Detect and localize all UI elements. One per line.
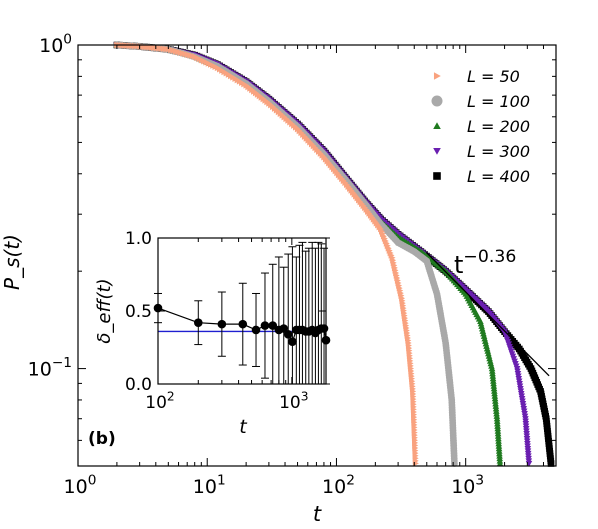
- x-tick-label: 100: [64, 472, 97, 498]
- data-point: [496, 460, 504, 467]
- main-axes: 100 101 102 103 10−1 100: [28, 31, 557, 498]
- x-tick-label: 103: [451, 472, 484, 498]
- inset-x-tick-label: 103: [279, 389, 308, 413]
- inset-data-point: [238, 319, 248, 329]
- y-axis-label: P_s(t): [0, 234, 24, 290]
- inset-data-point: [279, 324, 289, 333]
- main-plot-frame: [77, 44, 557, 467]
- legend-marker: [433, 72, 441, 80]
- x-tick-label: 102: [322, 472, 355, 498]
- x-tick-label: 101: [193, 472, 226, 498]
- reference-line-label: t−0.36: [454, 247, 516, 279]
- inset-data-point: [217, 319, 227, 329]
- inset-data-point: [319, 324, 329, 333]
- reference-power-law: t−0.36: [425, 247, 550, 377]
- inset-y-tick-label: 0.0: [125, 375, 152, 395]
- reference-line: [425, 251, 550, 377]
- inset-data-point: [283, 330, 293, 339]
- inset-background: [158, 238, 326, 384]
- inset-x-tick-label: 102: [145, 389, 174, 413]
- series-l=50: [114, 41, 419, 467]
- inset-plot: 102 103 0.0 0.5 1.0 t δ_eff(t): [94, 229, 331, 438]
- legend-label: L = 100: [467, 92, 530, 111]
- legend-label: L = 300: [467, 142, 530, 161]
- legend-marker: [433, 147, 441, 155]
- legend-marker: [433, 122, 441, 130]
- legend-marker: [433, 172, 441, 180]
- inset-data-point: [193, 318, 203, 327]
- legend-label: L = 50: [467, 67, 520, 86]
- legend-marker: [431, 95, 443, 107]
- data-point: [547, 460, 555, 467]
- inset-y-tick-label: 0.5: [125, 302, 152, 322]
- legend: L = 50 L = 100 L = 200 L = 300 L = 400: [431, 67, 530, 186]
- inset-data-point: [251, 325, 261, 335]
- y-tick-label: 100: [39, 31, 72, 57]
- inset-y-axis-label: δ_eff(t): [94, 278, 115, 343]
- inset-data-point: [288, 337, 297, 346]
- inset-data-point: [268, 321, 278, 330]
- legend-label: L = 400: [467, 167, 530, 186]
- inset-y-tick-label: 1.0: [125, 229, 152, 249]
- legend-label: L = 200: [467, 117, 530, 136]
- y-tick-label: 10−1: [28, 355, 72, 381]
- x-axis-label: t: [313, 502, 322, 526]
- inset-axes: 102 103 0.0 0.5 1.0: [125, 229, 326, 413]
- panel-label: (b): [88, 429, 116, 449]
- inset-x-axis-label: t: [239, 416, 248, 438]
- inset-data-point: [260, 321, 270, 330]
